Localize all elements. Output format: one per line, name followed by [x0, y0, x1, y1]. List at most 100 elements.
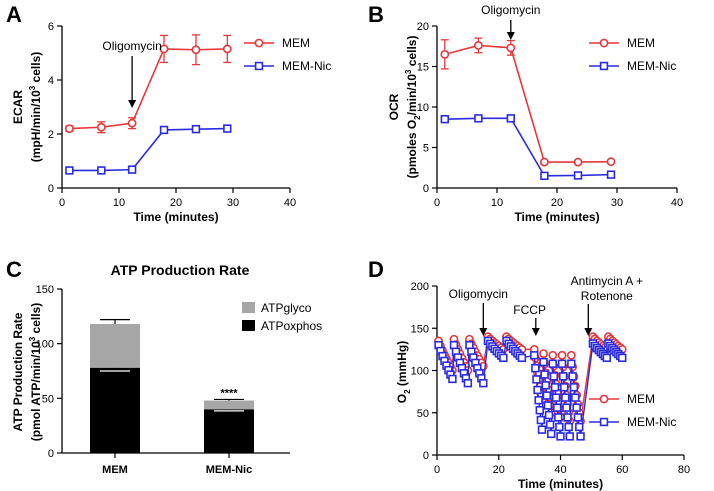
d-point — [448, 374, 457, 384]
c-y-tick-label: 150 — [36, 284, 54, 296]
a-point — [222, 44, 232, 54]
a-x-tick-label: 40 — [284, 197, 296, 209]
b-x-tick-label: 30 — [611, 197, 623, 209]
b-y-axis-label-1: OCR — [387, 93, 401, 120]
d-point — [618, 353, 627, 363]
d-point — [557, 350, 567, 360]
d-y-axis-label: O2 (mmHg) — [395, 341, 412, 403]
d-point — [556, 432, 565, 441]
a-point — [191, 124, 201, 134]
b-point — [573, 157, 583, 167]
c-legend-swatch-1 — [242, 320, 255, 331]
d-point — [550, 383, 560, 392]
d-point — [547, 429, 556, 439]
d-point — [531, 363, 540, 373]
d-point — [541, 381, 550, 390]
b-y-axis-label-2-part: 3 — [404, 69, 413, 74]
a-y-tick-label: 6 — [48, 21, 54, 33]
d-point — [535, 406, 544, 415]
d-point — [530, 351, 539, 360]
b-legend-label-1: MEM-Nic — [627, 59, 676, 73]
a-y-tick-label: 2 — [48, 129, 54, 141]
d-point — [572, 403, 581, 412]
d-point — [569, 383, 579, 392]
d-y-tick-label: 150 — [411, 323, 429, 335]
d-point — [499, 353, 508, 363]
d-y-tick-label: 50 — [417, 408, 429, 420]
b-y-tick-label: 15 — [417, 62, 429, 74]
d-point — [532, 375, 541, 384]
a-y-axis-label-2: (mpH/min/103 cells) — [28, 52, 43, 163]
b-y-axis-label-1-part: OCR — [387, 93, 401, 120]
d-point — [565, 432, 574, 441]
panel-b-ocr-chart: 0 5 10 15 20 0 10 20 30 40 Time (minutes) Oligomyci… — [387, 3, 683, 224]
panel-d-o2-chart: 0 50 100 150 200 0 20 40 60 80 Time (minutes) Oligo… — [395, 274, 690, 491]
a-y-axis-label-2-part: cells) — [29, 52, 43, 86]
d-point — [575, 422, 584, 432]
d-x-axis-label: Time (minutes) — [518, 477, 603, 491]
d-x-tick-label: 0 — [434, 464, 440, 476]
d-legend-marker — [599, 417, 609, 427]
c-bar-atpglyco-1 — [204, 400, 254, 410]
a-point — [159, 44, 169, 54]
d-point — [465, 340, 474, 350]
b-y-tick-label: 10 — [417, 102, 429, 114]
a-point — [127, 165, 137, 174]
a-x-tick-label: 10 — [113, 197, 125, 209]
d-legend-marker — [599, 394, 609, 404]
d-point — [549, 372, 559, 381]
a-series-1-line — [69, 127, 228, 172]
b-y-tick-label: 0 — [423, 183, 429, 195]
c-legend-swatch-0 — [242, 302, 255, 313]
b-point — [473, 41, 483, 50]
d-point — [568, 372, 577, 381]
d-point — [567, 359, 576, 368]
a-point — [159, 125, 169, 135]
b-x-tick-label: 40 — [671, 197, 683, 209]
c-y-axis-label-1: ATP Production Rate — [11, 312, 25, 431]
d-point — [561, 393, 570, 402]
d-x-tick-label: 20 — [493, 464, 505, 476]
d-y-tick-label: 200 — [411, 281, 429, 293]
b-point — [506, 114, 515, 123]
panel-label-b: B — [368, 2, 384, 27]
d-y-axis-label-part: (mmHg) — [395, 341, 409, 390]
c-y-tick-label: 0 — [48, 448, 54, 460]
d-point — [558, 372, 568, 381]
d-annotation-fccp: FCCP — [513, 303, 546, 317]
b-x-tick-label: 10 — [491, 197, 503, 209]
d-point — [536, 415, 546, 425]
panel-label-c: C — [6, 257, 22, 282]
d-point — [545, 420, 555, 429]
d-point — [517, 353, 527, 363]
c-y-axis-label-2-part: (pmol ATP/min/10 — [29, 341, 43, 441]
panel-c-atp-chart: 0 50 100 150 ATP Production Rate MEM MEM-Nic **… — [11, 262, 322, 476]
b-y-axis-label-2-part: /min/10 — [405, 74, 419, 116]
d-point — [463, 378, 473, 388]
d-point — [571, 393, 580, 402]
b-x-tick-label: 20 — [551, 197, 563, 209]
a-series-0-line — [69, 48, 228, 130]
d-point — [539, 357, 548, 367]
c-y-axis-label-2: (pmol ATP/min/103 cells) — [28, 303, 43, 442]
panel-a-ecar-chart: 0 2 4 6 0 10 20 30 40 Time (minutes) Oligomycin MEM… — [11, 21, 331, 224]
d-y-tick-label: 100 — [411, 366, 429, 378]
b-point — [474, 114, 483, 123]
a-x-tick-label: 30 — [227, 197, 239, 209]
b-annotation-oligomycin: Oligomycin — [481, 3, 540, 17]
d-annotation-arrow-antimycin-head — [584, 328, 593, 336]
a-point — [97, 166, 106, 175]
d-point — [576, 432, 585, 441]
d-point — [560, 383, 569, 392]
a-y-axis-label-1: ECAR — [11, 90, 25, 124]
d-annotation-rotenone: Rotenone — [581, 289, 633, 303]
d-point — [537, 425, 547, 434]
a-x-tick-label: 20 — [170, 197, 182, 209]
b-x-tick-label: 0 — [434, 197, 440, 209]
c-y-tick-label: 100 — [36, 339, 54, 351]
a-point — [96, 122, 106, 132]
d-x-tick-label: 40 — [554, 464, 566, 476]
c-bar-atpoxphos-1 — [204, 409, 254, 453]
d-point — [566, 350, 576, 360]
d-point — [573, 413, 583, 422]
